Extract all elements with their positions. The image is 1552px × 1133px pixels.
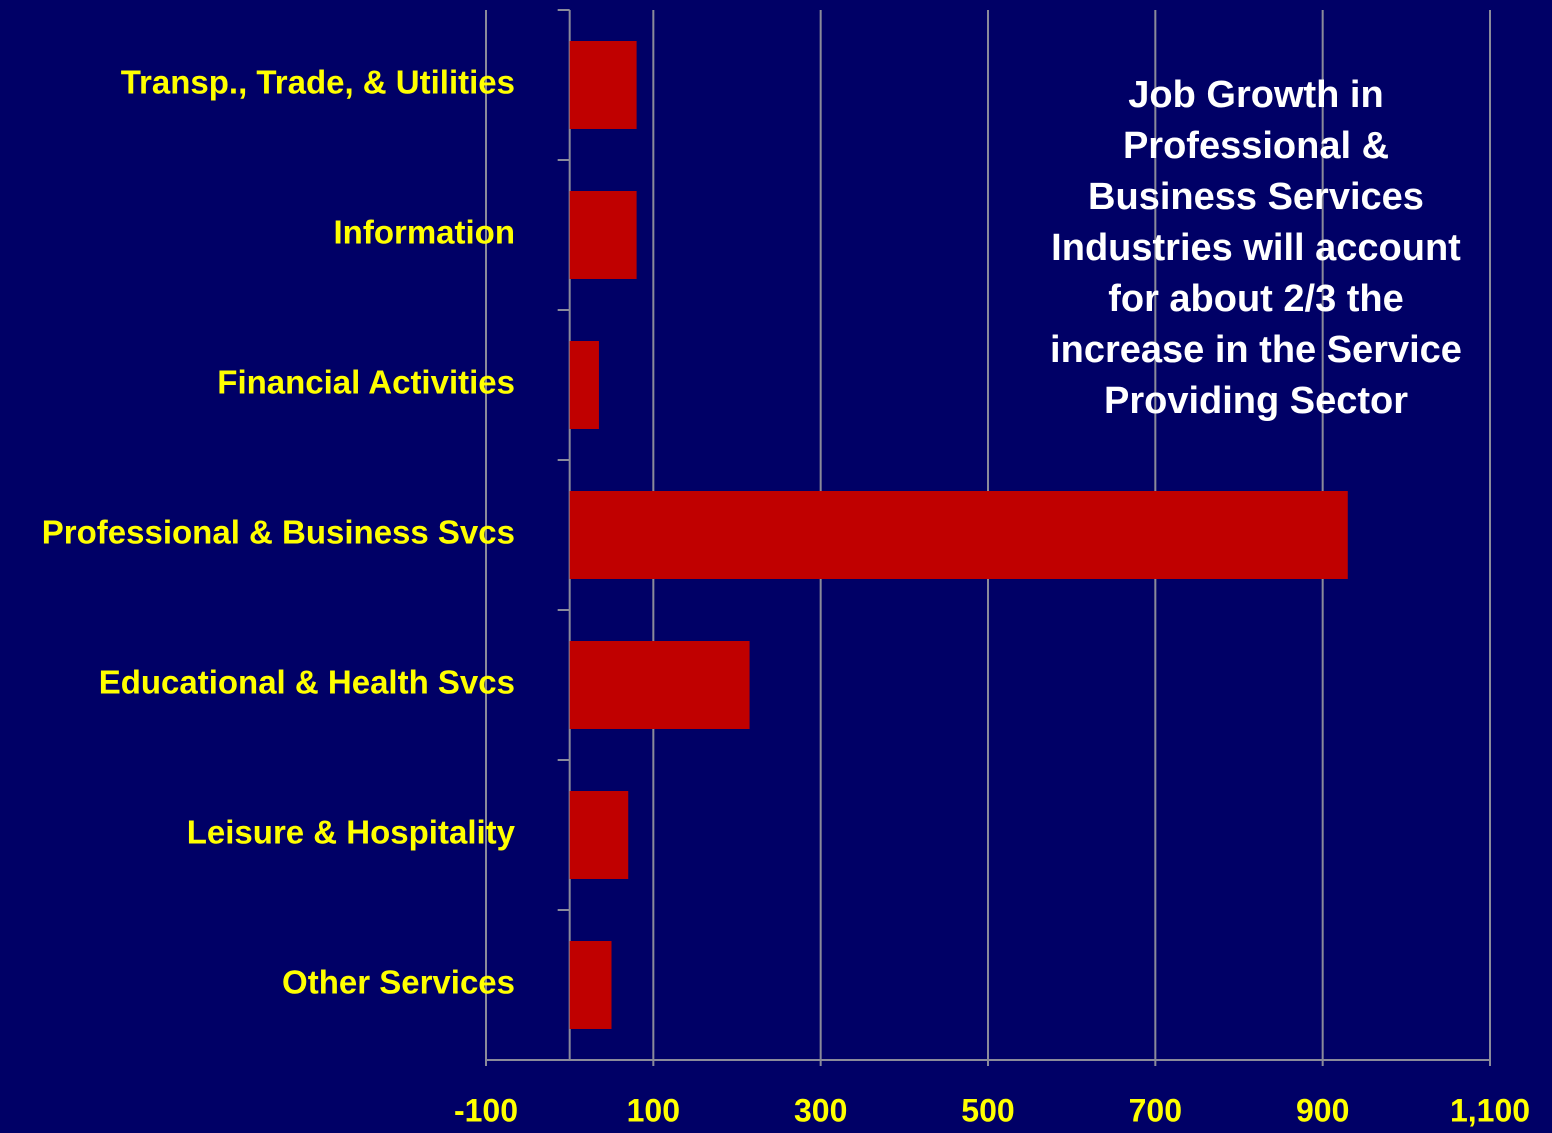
annotation: Job Growth in xyxy=(1128,74,1383,116)
category-label: Transp., Trade, & Utilities xyxy=(121,64,515,101)
category-label: Leisure & Hospitality xyxy=(187,814,516,851)
category-label: Educational & Health Svcs xyxy=(99,664,515,701)
bar xyxy=(569,941,612,1029)
category-label: Information xyxy=(334,214,515,251)
annotation: Professional & xyxy=(1123,125,1389,167)
annotation: Industries will account xyxy=(1051,227,1461,269)
x-tick-label: 500 xyxy=(961,1092,1014,1128)
annotation: Providing Sector xyxy=(1104,380,1408,422)
annotation: for about 2/3 the xyxy=(1108,278,1404,320)
bar xyxy=(569,191,637,279)
bar xyxy=(569,491,1348,579)
x-tick-label: 900 xyxy=(1296,1092,1349,1128)
bar xyxy=(569,641,750,729)
bar xyxy=(569,341,599,429)
bar xyxy=(569,41,637,129)
category-label: Financial Activities xyxy=(217,364,515,401)
annotation: increase in the Service xyxy=(1050,329,1462,371)
x-tick-label: -100 xyxy=(454,1092,518,1128)
x-tick-label: 300 xyxy=(794,1092,847,1128)
x-tick-label: 100 xyxy=(627,1092,680,1128)
x-tick-label: 700 xyxy=(1129,1092,1182,1128)
bar xyxy=(569,791,629,879)
x-tick-label: 1,100 xyxy=(1450,1092,1530,1128)
category-label: Other Services xyxy=(282,964,515,1001)
annotation: Business Services xyxy=(1088,176,1424,218)
category-label: Professional & Business Svcs xyxy=(42,514,515,551)
